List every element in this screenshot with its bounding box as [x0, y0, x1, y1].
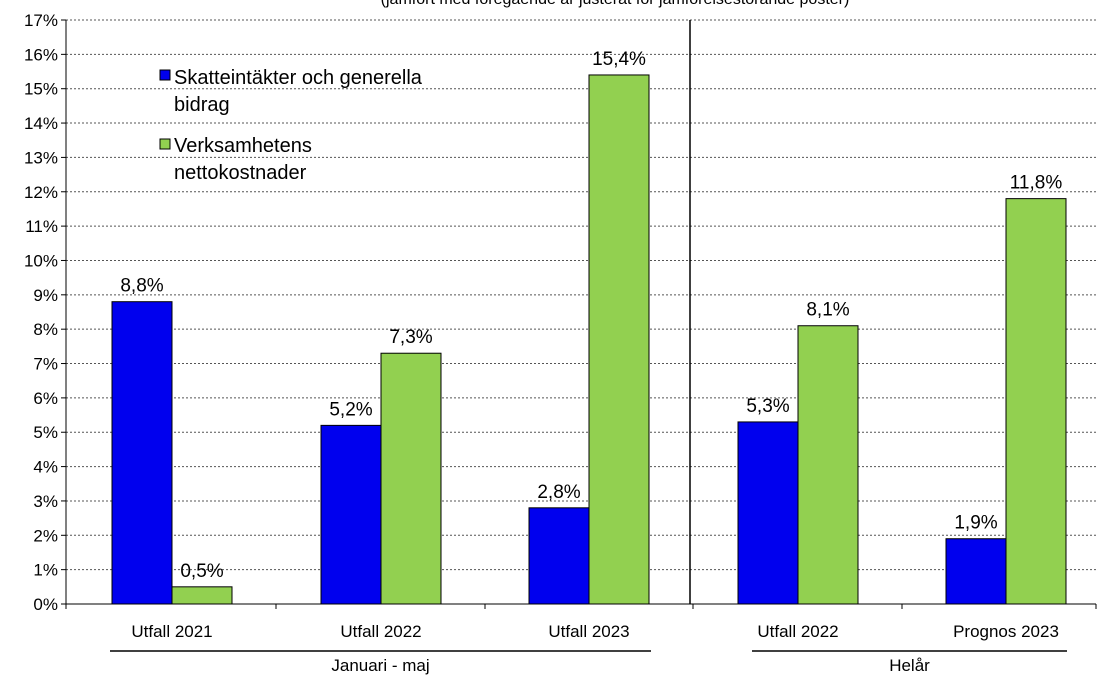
x-category-label: Utfall 2022 [757, 622, 838, 641]
data-label: 11,8% [1010, 173, 1063, 194]
group-label: Januari - maj [331, 656, 429, 675]
data-label: 8,1% [806, 300, 849, 321]
data-label: 15,4% [592, 49, 646, 70]
y-tick-label: 5% [33, 423, 58, 442]
y-tick-label: 17% [24, 11, 58, 30]
y-tick-label: 10% [24, 251, 58, 270]
bar-skatteintakter [737, 421, 799, 605]
y-tick-label: 11% [25, 217, 58, 236]
legend: Skatteintäkter och generella bidrag Verksa… [159, 67, 423, 184]
data-label: 8,8% [120, 276, 163, 297]
y-tick-label: 13% [24, 148, 58, 167]
bar-nettokostnader [171, 586, 233, 605]
legend-label: Verksamhetens [174, 135, 312, 157]
y-tick-label: 9% [33, 286, 58, 305]
y-tick-label: 8% [33, 320, 58, 339]
x-category-label: Utfall 2021 [131, 622, 212, 641]
data-label: 5,2% [329, 399, 372, 420]
data-label: 0,5% [180, 561, 223, 582]
y-axis: 0% 1% 2% 3% 4% 5% 6% 7% 8% 9% 10% 11% 12% 13% 14% 15% 16… [24, 11, 67, 614]
chart-subtitle: (jämfört med föregående år justerat för … [381, 0, 850, 8]
legend-label: nettokostnader [174, 162, 307, 184]
y-tick-label: 2% [33, 526, 58, 545]
y-tick-label: 14% [24, 114, 58, 133]
y-tick-label: 4% [33, 458, 58, 477]
y-tick-label: 15% [24, 80, 58, 99]
x-category-label: Prognos 2023 [953, 622, 1059, 641]
x-category-label: Utfall 2023 [548, 622, 629, 641]
y-tick-label: 7% [33, 355, 58, 374]
legend-label: bidrag [174, 94, 230, 116]
bar-nettokostnader [380, 352, 442, 605]
y-tick-label: 6% [33, 389, 58, 408]
y-tick-label: 3% [33, 492, 58, 511]
bar-skatteintakter [528, 507, 590, 605]
x-axis: Utfall 2021 Utfall 2022 Utfall 2023 Utfall … [65, 603, 1097, 675]
data-label: 5,3% [746, 396, 789, 417]
y-tick-label: 12% [24, 183, 58, 202]
group-label: Helår [889, 656, 930, 675]
bar-nettokostnader [1005, 198, 1067, 605]
bar-nettokostnader [588, 74, 650, 605]
bar-nettokostnader [797, 325, 859, 605]
legend-swatch [159, 69, 171, 81]
y-tick-label: 0% [33, 595, 58, 614]
bars: 8,8% 5,2% 2,8% 5,3% 1,9% 0,5% 7,3% 15,4% 8,1% 11,… [111, 49, 1067, 605]
data-label: 7,3% [389, 327, 432, 348]
data-label: 2,8% [537, 482, 580, 503]
bar-skatteintakter [111, 301, 173, 605]
gridlines [66, 19, 1096, 604]
x-category-label: Utfall 2022 [340, 622, 421, 641]
y-tick-label: 1% [33, 561, 58, 580]
bar-skatteintakter [945, 538, 1007, 605]
legend-label: Skatteintäkter och generella [174, 67, 423, 89]
bar-skatteintakter [320, 424, 382, 605]
data-label: 1,9% [954, 513, 997, 534]
y-tick-label: 16% [24, 45, 58, 64]
legend-swatch [159, 138, 171, 150]
